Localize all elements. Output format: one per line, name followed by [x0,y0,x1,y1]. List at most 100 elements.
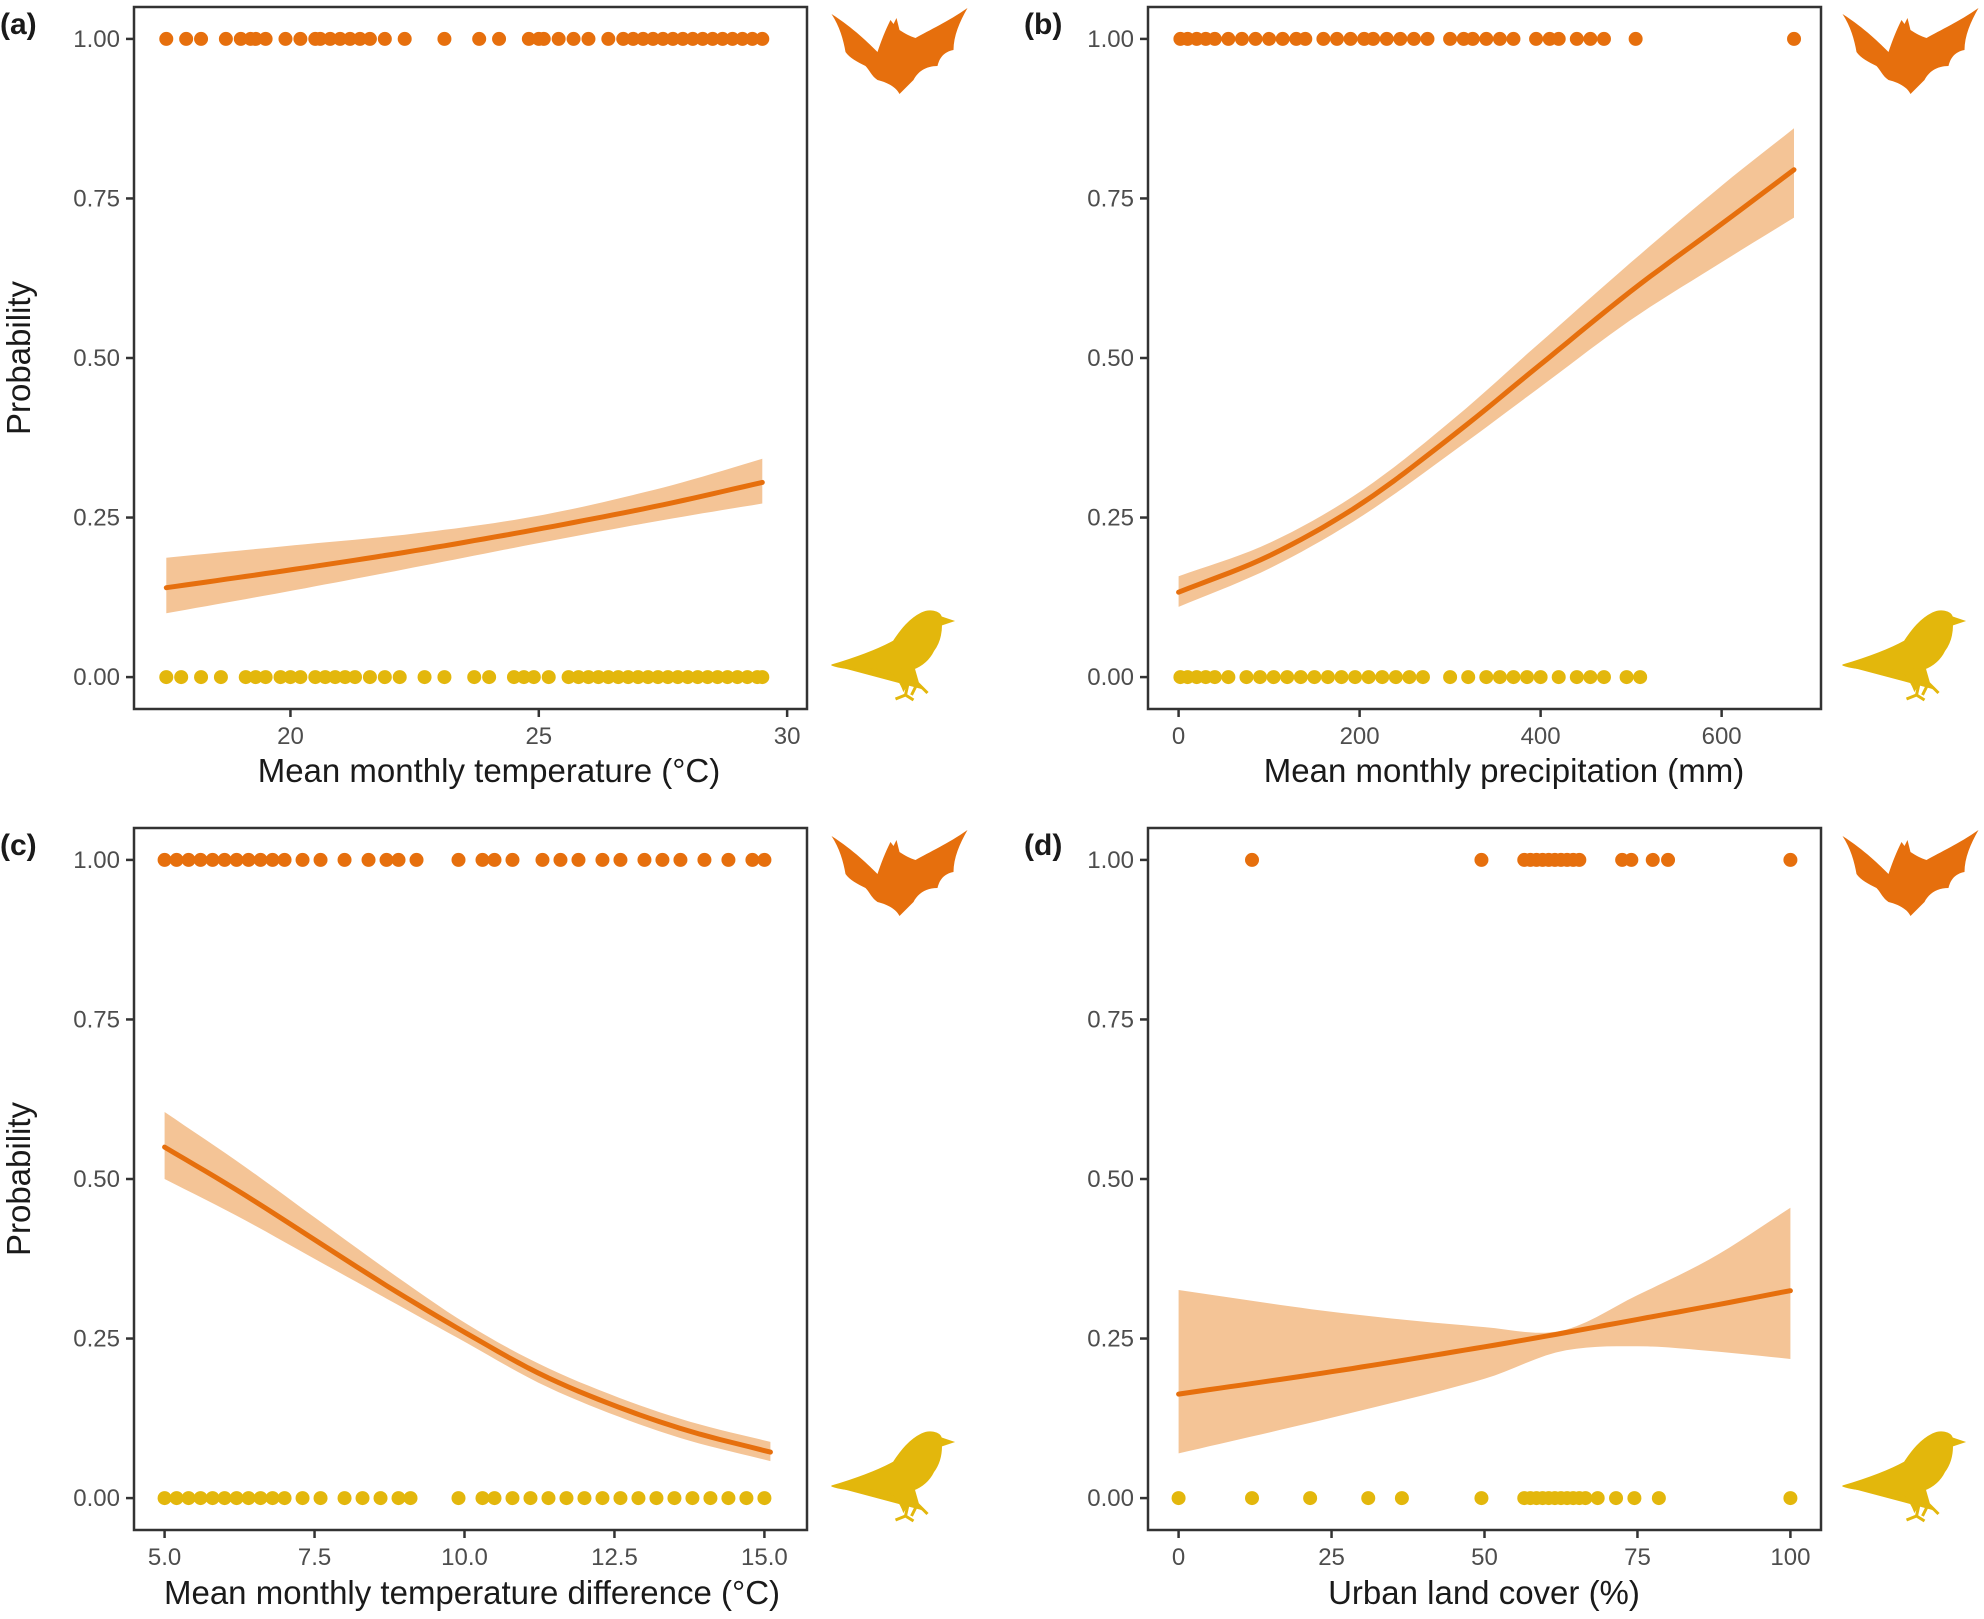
bat-point [492,31,507,46]
bird-point [720,670,735,685]
bird-points-b [1173,670,1648,685]
bat-point [636,31,651,46]
bat-point [675,31,690,46]
bird-point [1280,670,1295,685]
bird-point [277,1491,292,1506]
y-axis-a: 0.00 0.25 0.50 0.75 1.00 [73,26,134,691]
bird-point [1627,1491,1642,1506]
bat-point [487,852,502,867]
bird-point [571,670,586,685]
y-tick-label: 0.75 [73,1006,120,1033]
bird-point [611,670,626,685]
bird-point [1596,670,1611,685]
bat-point [685,31,700,46]
fitted-curve-b [1176,167,1797,595]
bat-silhouette-icon [831,830,968,916]
bird-point [1361,1491,1376,1506]
bird-point [313,1491,328,1506]
bird-point [1394,1491,1409,1506]
bat-point [1479,31,1494,46]
x-tick-label: 400 [1521,723,1561,750]
bird-point [437,670,452,685]
bird-point [467,670,482,685]
bird-point [757,1491,772,1506]
bird-point [1443,670,1458,685]
bird-point [703,1491,718,1506]
bat-point [293,31,308,46]
x-tick-label: 0 [1172,723,1185,750]
bird-point [174,670,189,685]
bird-point [1583,670,1598,685]
x-axis-b: 0 200 400 600 [1172,709,1742,750]
bat-point [581,31,596,46]
y-tick-label: 0.50 [73,345,120,372]
bat-point [1624,852,1639,867]
bird-point [1253,670,1268,685]
bird-point [1402,670,1417,685]
bat-point [179,31,194,46]
bird-point [1375,670,1390,685]
plot-frame-a [132,5,809,711]
bat-point [757,852,772,867]
bat-point [265,852,280,867]
bird-point [159,670,174,685]
bat-point [613,852,628,867]
bat-point [536,31,551,46]
bat-point [535,852,550,867]
bat-point [505,852,520,867]
bat-points-a [159,31,770,46]
bat-point [1379,31,1394,46]
bat-point [626,31,641,46]
bat-point [1783,852,1798,867]
bird-point [641,670,656,685]
bat-point [735,31,750,46]
confidence-ribbon-c [164,1112,771,1462]
panel-d: 0.00 0.25 0.50 0.75 1.00 0 25 50 75 100 (d) Urba… [1024,826,1979,1611]
bird-point [258,670,273,685]
bird-point [1348,670,1363,685]
bat-point [521,31,536,46]
bat-point [313,852,328,867]
bat-point [278,31,293,46]
bird-point [1520,670,1535,685]
bird-point [561,670,576,685]
bird-point [362,670,377,685]
bird-point [328,670,343,685]
bird-points-d [1171,1491,1798,1506]
bat-point [1583,31,1598,46]
y-tick-label: 0.25 [1087,505,1134,532]
x-tick-label: 10.0 [441,1544,488,1571]
y-tick-label: 0.25 [73,1326,120,1353]
y-tick-label: 1.00 [1087,847,1134,874]
bird-point [650,670,665,685]
bat-point [1465,31,1480,46]
y-axis-title-a: Probability [0,280,37,435]
bat-point [362,31,377,46]
bird-point [1590,1491,1605,1506]
bat-point [1316,31,1331,46]
bat-point [705,31,720,46]
bird-point [229,1491,244,1506]
bird-point [181,1491,196,1506]
confidence-ribbon-b [1178,128,1794,607]
bat-point [646,31,661,46]
bat-point [697,852,712,867]
bat-point [551,31,566,46]
bat-point [1492,31,1507,46]
bat-point [295,852,310,867]
bat-point [333,31,348,46]
x-axis-title-b: Mean monthly precipitation (mm) [1264,752,1745,789]
bird-point [1619,670,1634,685]
x-tick-label: 30 [774,723,801,750]
bird-point [293,670,308,685]
y-tick-label: 0.00 [1087,664,1134,691]
bird-point [631,1491,646,1506]
bat-point [1245,852,1260,867]
bird-point [283,670,298,685]
bat-point [217,852,232,867]
bird-point [1415,670,1430,685]
bat-point [566,31,581,46]
y-tick-label: 0.50 [1087,345,1134,372]
bat-point [616,31,631,46]
bat-point [1343,31,1358,46]
